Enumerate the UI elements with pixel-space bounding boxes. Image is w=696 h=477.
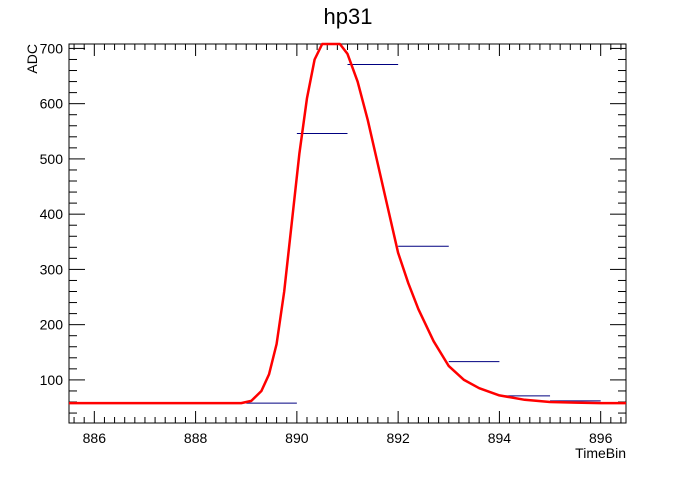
y-tick-label: 700 [40, 40, 64, 56]
fit-curve [69, 42, 626, 405]
x-tick-label: 894 [488, 430, 512, 446]
y-tick-label: 300 [40, 261, 64, 277]
y-tick-label: 200 [40, 317, 64, 333]
histogram-series [246, 63, 601, 404]
x-axis-ticks: 886 888 890 892 894 896 [73, 44, 622, 446]
y-tick-label: 100 [40, 372, 64, 388]
x-tick-label: 896 [589, 430, 613, 446]
y-tick-label: 400 [40, 206, 64, 222]
x-tick-label: 888 [184, 430, 208, 446]
x-axis-label: TimeBin [575, 445, 626, 461]
y-tick-label: 500 [40, 151, 64, 167]
y-axis-ticks: 100 200 300 400 500 600 700 [40, 40, 626, 414]
x-tick-label: 892 [386, 430, 410, 446]
y-axis-label: ADC [24, 44, 40, 74]
x-tick-label: 886 [83, 430, 107, 446]
x-tick-label: 890 [285, 430, 309, 446]
y-tick-label: 600 [40, 96, 64, 112]
chart-title: hp31 [324, 4, 373, 29]
